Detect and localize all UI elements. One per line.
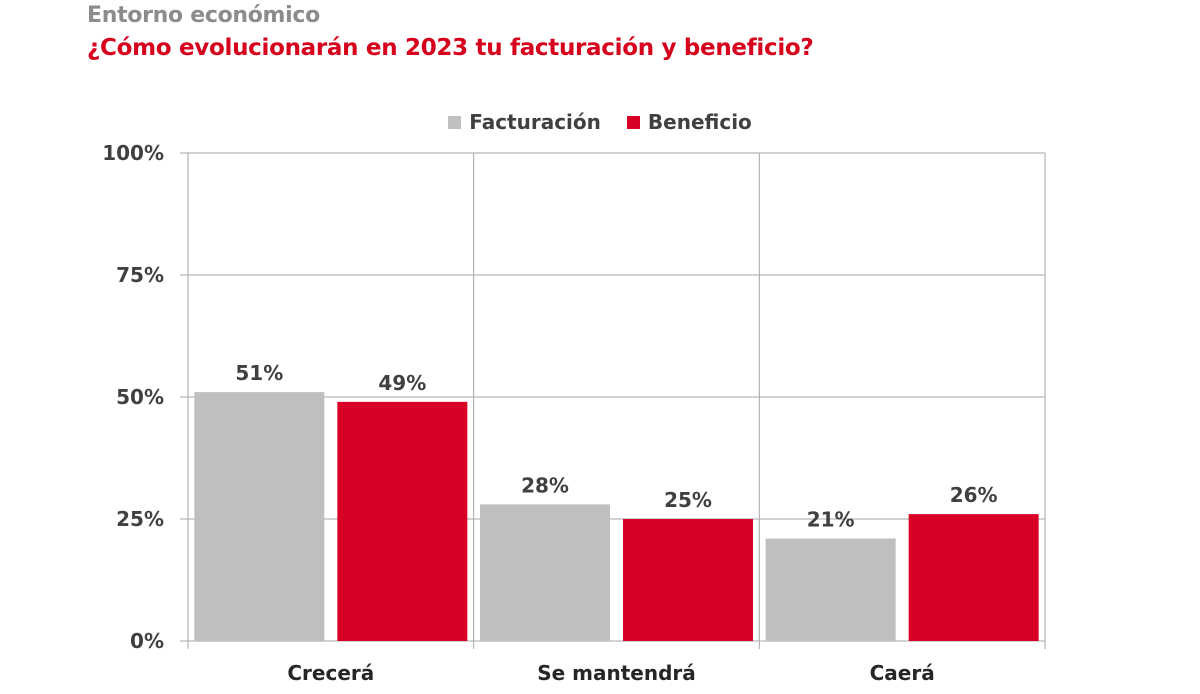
bar-beneficio-3: [908, 514, 1039, 641]
legend-item-facturacion: Facturación: [448, 110, 601, 134]
legend: Facturación Beneficio: [0, 110, 1200, 134]
data-label-beneficio-3: 26%: [950, 483, 998, 507]
legend-item-beneficio: Beneficio: [626, 110, 752, 134]
bar-facturación-1: [194, 392, 325, 641]
y-tick-label: 50%: [116, 385, 164, 409]
data-label-facturación-3: 21%: [807, 508, 855, 532]
chart-header: Entorno económico ¿Cómo evolucionarán en…: [87, 2, 814, 63]
data-label-facturación-2: 28%: [521, 473, 569, 497]
legend-swatch-facturacion: [448, 115, 462, 129]
y-tick-label: 100%: [102, 141, 164, 165]
bar-facturación-2: [480, 504, 610, 641]
data-label-facturación-1: 51%: [235, 361, 283, 385]
data-label-beneficio-1: 49%: [378, 371, 426, 395]
data-label-beneficio-2: 25%: [664, 488, 712, 512]
legend-swatch-beneficio: [626, 115, 640, 129]
category-label: Caerá: [870, 661, 935, 685]
chart-title: ¿Cómo evolucionarán en 2023 tu facturaci…: [87, 35, 814, 61]
y-tick-label: 0%: [130, 629, 164, 653]
category-label: Crecerá: [287, 661, 374, 685]
legend-label-facturacion: Facturación: [469, 110, 601, 134]
bar-beneficio-1: [337, 401, 468, 641]
legend-label-beneficio: Beneficio: [647, 110, 752, 134]
bar-beneficio-2: [623, 519, 753, 641]
bar-facturación-3: [765, 538, 896, 641]
section-label: Entorno económico: [87, 3, 320, 28]
y-tick-label: 25%: [116, 507, 164, 531]
category-label: Se mantendrá: [537, 661, 696, 685]
y-tick-label: 75%: [116, 263, 164, 287]
